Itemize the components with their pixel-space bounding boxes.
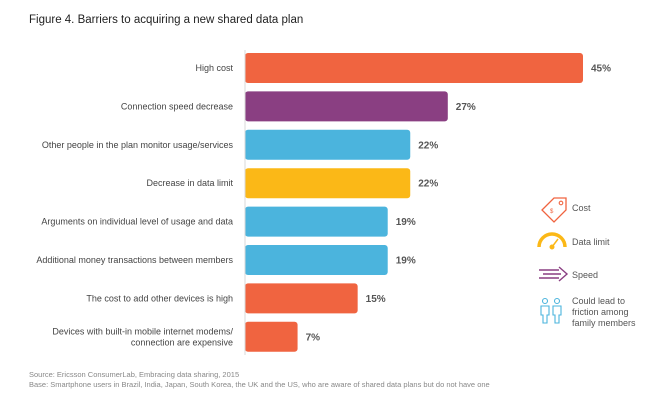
category-label-6: Additional money transactions between me…: [36, 255, 233, 265]
value-label-1: 45%: [591, 64, 611, 75]
value-labels: 45% 27% 22% 22% 19% 19% 15% 7%: [306, 64, 612, 344]
category-label-7: The cost to add other devices is high: [86, 293, 233, 303]
category-label-3: Other people in the plan monitor usage/s…: [42, 140, 234, 150]
price-tag-icon: $: [541, 197, 567, 223]
value-label-8: 7%: [306, 332, 321, 343]
bar-6: [245, 245, 388, 275]
family-icon: [540, 297, 562, 324]
chart-title: Figure 4. Barriers to acquiring a new sh…: [29, 14, 304, 26]
bar-7: [245, 283, 358, 314]
svg-text:$: $: [550, 209, 554, 215]
value-label-7: 15%: [366, 294, 386, 305]
legend: $ Cost Data limit Speed: [537, 197, 636, 328]
value-label-6: 19%: [396, 256, 416, 267]
legend-label-cost: Cost: [572, 203, 591, 213]
legend-label-friction: Could lead to friction among family memb…: [572, 296, 636, 328]
value-label-5: 19%: [396, 217, 416, 228]
category-labels: High cost Connection speed decrease Other …: [36, 63, 233, 347]
value-label-4: 22%: [418, 179, 438, 190]
category-label-2: Connection speed decrease: [121, 101, 233, 111]
category-label-8: Devices with built-in mobile internet mo…: [52, 326, 233, 347]
category-label-5: Arguments on individual level of usage a…: [41, 217, 233, 227]
bars-layer: [245, 53, 583, 352]
chart-footer: Source: Ericsson ConsumerLab, Embracing …: [29, 370, 490, 390]
bar-4: [245, 168, 411, 199]
bar-1: [245, 53, 583, 83]
base-note: Base: Smartphone users in Brazil, India,…: [29, 380, 490, 389]
bar-chart: High cost Connection speed decrease Other …: [36, 50, 636, 355]
value-label-2: 27%: [456, 102, 476, 113]
category-label-4: Decrease in data limit: [146, 178, 233, 188]
bar-3: [245, 129, 411, 160]
legend-label-speed: Speed: [572, 270, 598, 280]
speed-arrow-icon: [539, 266, 569, 282]
value-label-3: 22%: [418, 140, 438, 151]
category-label-1: High cost: [195, 63, 233, 73]
bar-2: [245, 91, 448, 122]
source-note: Source: Ericsson ConsumerLab, Embracing …: [29, 370, 240, 379]
gauge-icon: [537, 232, 567, 250]
bar-5: [245, 206, 388, 237]
bar-8: [245, 321, 298, 352]
legend-label-data-limit: Data limit: [572, 237, 610, 247]
